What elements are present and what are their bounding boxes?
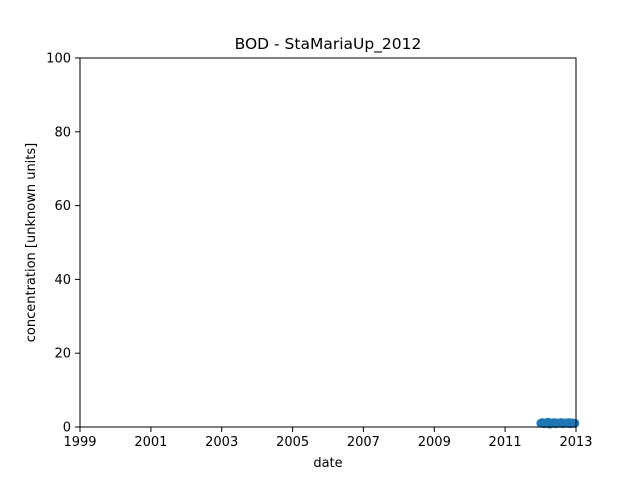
x-tick-label: 2003 <box>205 435 238 450</box>
plot-area <box>79 57 580 429</box>
data-point <box>570 418 580 428</box>
plot-frame <box>79 57 577 428</box>
y-axis-label: concentration [unknown units] <box>24 143 39 342</box>
chart-title: BOD - StaMariaUp_2012 <box>235 35 422 54</box>
x-tick-label: 2013 <box>559 435 592 450</box>
x-axis-label: date <box>313 456 342 471</box>
x-axis-ticks: 1999 2001 2003 2005 2007 2009 2011 2013 <box>63 427 593 450</box>
y-tick-label: 40 <box>54 273 71 288</box>
y-tick-label: 60 <box>54 199 71 214</box>
y-tick-label: 20 <box>54 347 71 362</box>
y-tick-label: 80 <box>54 125 71 140</box>
plot-frame-top <box>79 57 577 428</box>
x-tick-label: 1999 <box>63 435 96 450</box>
x-tick-label: 2005 <box>276 435 309 450</box>
x-tick-label: 2009 <box>418 435 451 450</box>
data-points <box>536 417 580 429</box>
x-tick-label: 2007 <box>347 435 380 450</box>
y-axis-ticks: 0 20 40 60 80 100 <box>46 52 80 436</box>
x-tick-label: 2001 <box>134 435 167 450</box>
x-tick-label: 2011 <box>489 435 522 450</box>
y-tick-label: 0 <box>63 421 71 436</box>
y-tick-label: 100 <box>46 52 71 67</box>
